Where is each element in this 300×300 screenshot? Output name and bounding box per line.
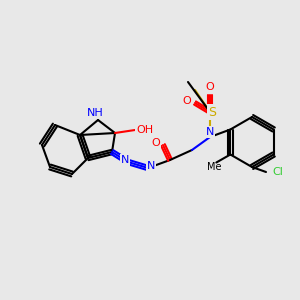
Text: N: N bbox=[206, 127, 214, 137]
Text: O: O bbox=[206, 82, 214, 92]
Text: Me: Me bbox=[207, 163, 222, 172]
Text: NH: NH bbox=[87, 108, 103, 118]
Text: Cl: Cl bbox=[273, 167, 283, 177]
Text: O: O bbox=[152, 138, 160, 148]
Text: O: O bbox=[183, 96, 191, 106]
Text: N: N bbox=[121, 155, 129, 165]
Text: S: S bbox=[208, 106, 216, 118]
Text: OH: OH bbox=[136, 125, 154, 135]
Text: N: N bbox=[147, 161, 155, 171]
